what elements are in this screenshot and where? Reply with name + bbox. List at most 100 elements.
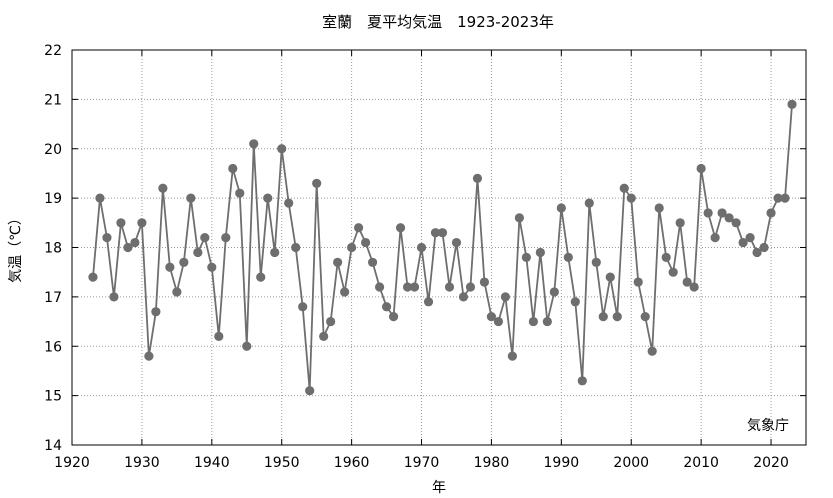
data-point <box>395 223 406 233</box>
x-tick-label: 2010 <box>683 455 719 471</box>
data-point <box>633 277 643 287</box>
data-point <box>696 163 706 174</box>
data-point <box>165 262 175 272</box>
data-point <box>409 282 420 292</box>
data-point <box>319 331 329 341</box>
data-point <box>731 218 741 228</box>
data-point <box>703 208 713 218</box>
data-point <box>221 233 231 243</box>
data-point <box>542 316 552 327</box>
x-tick-label: 1950 <box>264 455 300 471</box>
data-point <box>347 242 357 253</box>
x-tick-label: 2000 <box>613 455 649 471</box>
data-point <box>402 282 413 292</box>
data-point <box>186 193 196 203</box>
chart-title: 室蘭 夏平均気温 1923-2023年 <box>322 13 554 31</box>
axis-ticks: 1920 1930 1940 1950 1960 1970 1980 1990 2000 2010… <box>44 43 806 471</box>
data-point <box>249 139 259 149</box>
data-point <box>689 282 699 292</box>
data-point <box>563 252 573 262</box>
data-point <box>549 287 559 297</box>
data-point <box>207 262 217 272</box>
data-point <box>675 218 685 228</box>
data-point <box>710 233 720 243</box>
x-tick-label: 1970 <box>404 455 440 471</box>
data-point <box>598 312 608 322</box>
data-point <box>416 242 427 253</box>
data-point <box>193 247 203 258</box>
data-point <box>354 223 364 233</box>
data-point <box>374 282 385 292</box>
data-point <box>423 297 434 307</box>
grid-lines <box>72 50 806 445</box>
data-point <box>577 376 587 386</box>
data-point <box>256 272 266 282</box>
data-point <box>493 316 504 327</box>
y-tick-label: 14 <box>44 438 62 454</box>
data-point <box>570 297 580 307</box>
x-tick-label: 1960 <box>334 455 370 471</box>
y-tick-label: 19 <box>44 191 62 207</box>
data-point <box>766 208 776 218</box>
data-point <box>605 272 615 282</box>
data-point <box>752 247 762 258</box>
data-point <box>787 99 797 109</box>
data-point <box>661 252 671 262</box>
x-tick-label: 2020 <box>753 455 789 471</box>
data-point <box>381 302 392 312</box>
data-point <box>102 233 112 243</box>
data-point <box>458 292 469 302</box>
data-point <box>528 316 538 327</box>
y-axis-label: 気温（℃） <box>8 211 24 283</box>
data-point <box>430 228 441 238</box>
data-point <box>444 282 455 292</box>
data-points <box>88 99 797 396</box>
data-point <box>738 237 748 248</box>
data-point <box>130 237 140 248</box>
data-point <box>745 233 755 243</box>
y-tick-label: 15 <box>44 389 62 405</box>
data-point <box>200 233 210 243</box>
data-point <box>137 218 147 228</box>
data-point <box>305 386 315 396</box>
y-tick-label: 17 <box>44 290 62 306</box>
y-tick-label: 16 <box>44 339 62 355</box>
y-tick-label: 20 <box>44 142 62 158</box>
data-point <box>654 203 664 213</box>
data-point <box>640 312 650 322</box>
x-tick-label: 1940 <box>194 455 230 471</box>
data-point <box>486 312 497 322</box>
y-tick-label: 22 <box>44 43 62 59</box>
data-point <box>535 247 545 258</box>
data-point <box>626 193 636 203</box>
x-tick-label: 1930 <box>124 455 160 471</box>
data-point <box>95 193 105 203</box>
data-point <box>507 351 517 361</box>
data-point <box>158 183 168 193</box>
y-tick-label: 21 <box>44 92 62 108</box>
data-point <box>556 203 566 213</box>
data-point <box>759 242 769 253</box>
data-point <box>242 341 252 351</box>
data-point <box>312 178 322 188</box>
data-point <box>773 193 783 203</box>
data-point <box>472 173 483 183</box>
data-point <box>612 312 622 322</box>
data-point <box>479 277 490 287</box>
data-point <box>172 287 182 297</box>
data-point <box>298 302 308 312</box>
data-point <box>291 242 301 253</box>
y-tick-label: 18 <box>44 241 62 257</box>
data-point <box>451 237 462 248</box>
data-point <box>584 198 594 208</box>
data-point <box>514 213 524 223</box>
data-point <box>151 307 161 317</box>
data-point <box>591 257 601 267</box>
data-point <box>340 287 350 297</box>
data-point <box>277 144 287 154</box>
data-point <box>214 331 224 341</box>
data-point <box>521 252 531 262</box>
data-point <box>668 267 678 277</box>
data-point <box>123 242 133 253</box>
data-point <box>780 193 790 203</box>
